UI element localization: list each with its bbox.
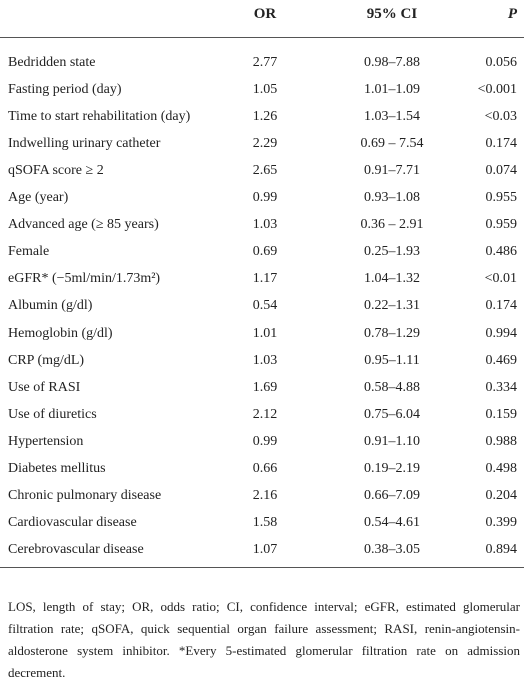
- table-cell: 2.65: [252, 163, 278, 179]
- table-cell: 1.03: [252, 352, 278, 368]
- table-cell: 0.91–7.71: [364, 163, 420, 179]
- column-header: P: [507, 6, 517, 22]
- table-cell: 1.69: [252, 379, 278, 395]
- row-label: Bedridden state: [8, 55, 96, 70]
- table-cell: 0.38–3.05: [364, 541, 420, 557]
- row-label: Time to start rehabilitation (day): [8, 109, 191, 125]
- table-cell: 2.16: [252, 487, 278, 503]
- table-cell: 0.58–4.88: [364, 379, 420, 395]
- row-label: Indwelling urinary catheter: [8, 136, 161, 152]
- table-cell: 1.05: [252, 82, 278, 98]
- table-cell: 0.78–1.29: [364, 325, 420, 341]
- table-cell: 0.334: [485, 379, 518, 395]
- table-cell: 0.399: [485, 514, 518, 530]
- table-cell: 0.69: [252, 244, 278, 260]
- row-label: Albumin (g/dl): [8, 298, 93, 314]
- table-cell: 0.955: [485, 190, 518, 206]
- row-label: eGFR* (−5ml/min/1.73m²): [8, 271, 161, 287]
- row-label: Diabetes mellitus: [8, 460, 106, 476]
- column-header: OR: [253, 6, 277, 22]
- table-cell: 0.66: [252, 460, 278, 476]
- table-cell: 1.04–1.32: [364, 271, 420, 287]
- table-cell: 0.91–1.10: [364, 433, 420, 449]
- column-header: 95% CI: [366, 6, 418, 22]
- row-label: Female: [8, 244, 50, 260]
- table-cell: 2.77: [252, 55, 278, 70]
- table-cell: 1.17: [252, 271, 278, 287]
- footnote: LOS, length of stay; OR, odds ratio; CI,…: [8, 599, 520, 680]
- table-cell: 2.12: [252, 406, 278, 422]
- table-cell: 0.69 – 7.54: [360, 136, 424, 152]
- rule: [0, 567, 524, 568]
- table-cell: 1.26: [252, 109, 278, 125]
- row-label: Chronic pulmonary disease: [8, 487, 162, 503]
- table-cell: 0.159: [485, 406, 518, 422]
- table-cell: 1.01: [252, 325, 278, 341]
- table-cell: 0.95–1.11: [364, 352, 420, 368]
- table-cell: 0.54: [252, 298, 278, 314]
- table-cell: 0.25–1.93: [364, 244, 420, 260]
- table-cell: 0.994: [485, 325, 518, 341]
- table-cell: 0.988: [485, 433, 518, 449]
- table-cell: 1.07: [252, 541, 278, 557]
- row-label: qSOFA score ≥ 2: [8, 163, 104, 179]
- row-label: Use of RASI: [8, 379, 81, 395]
- table-cell: <0.03: [484, 109, 517, 125]
- row-label: Hemoglobin (g/dl): [8, 325, 113, 341]
- table-cell: 0.174: [485, 298, 518, 314]
- table-cell: 0.36 – 2.91: [360, 217, 424, 233]
- rule: [0, 37, 524, 38]
- row-label: Use of diuretics: [8, 406, 97, 422]
- table-cell: 0.959: [485, 217, 518, 233]
- table-cell: 1.03: [252, 217, 278, 233]
- table-cell: 1.03–1.54: [364, 109, 420, 125]
- table-cell: 0.894: [485, 541, 518, 557]
- row-label: Cardiovascular disease: [8, 514, 137, 530]
- table-cell: 1.01–1.09: [364, 82, 420, 98]
- table-cell: 0.486: [485, 244, 518, 260]
- table-cell: 0.204: [485, 487, 518, 503]
- table-cell: <0.001: [477, 82, 517, 98]
- table-cell: 0.99: [252, 433, 278, 449]
- table-cell: 0.19–2.19: [364, 460, 420, 476]
- table-cell: 0.498: [485, 460, 518, 476]
- table-cell: 0.174: [485, 136, 518, 152]
- table-cell: 0.22–1.31: [364, 298, 420, 314]
- table-cell: 1.58: [252, 514, 278, 530]
- table-cell: 0.98–7.88: [364, 55, 420, 70]
- table-cell: 0.056: [485, 55, 518, 70]
- table-cell: 0.75–6.04: [364, 406, 420, 422]
- table-cell: 0.074: [485, 163, 518, 179]
- row-label: Hypertension: [8, 433, 84, 449]
- table-cell: <0.01: [484, 271, 517, 287]
- table-cell: 0.66–7.09: [364, 487, 420, 503]
- table-cell: 0.93–1.08: [364, 190, 420, 206]
- row-label: Advanced age (≥ 85 years): [8, 217, 159, 233]
- row-label: Cerebrovascular disease: [8, 541, 144, 557]
- table-cell: 2.29: [252, 136, 278, 152]
- table-cell: 0.99: [252, 190, 278, 206]
- row-label: Age (year): [8, 190, 69, 206]
- table-cell: 0.469: [485, 352, 518, 368]
- table-cell: 0.54–4.61: [364, 514, 420, 530]
- row-label: CRP (mg/dL): [8, 352, 85, 368]
- row-label: Fasting period (day): [8, 82, 122, 98]
